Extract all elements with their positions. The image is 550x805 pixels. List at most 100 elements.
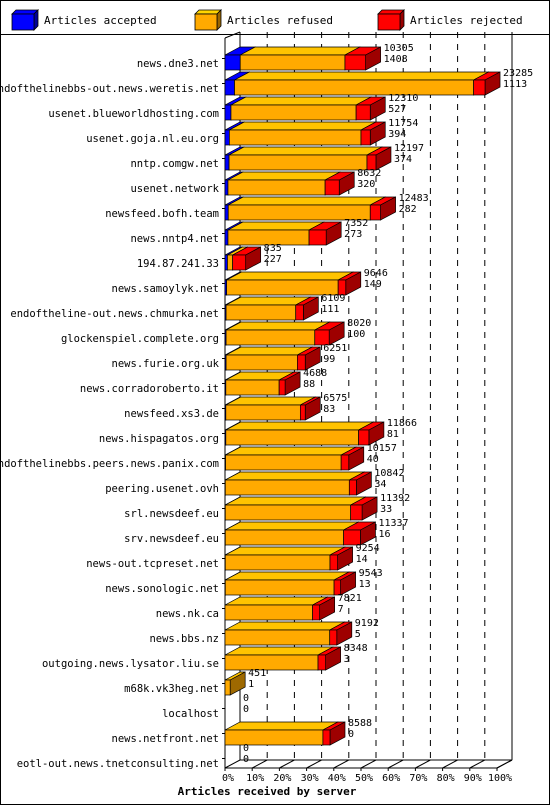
floor-diagonal — [415, 759, 431, 769]
bar-segment-top — [229, 121, 377, 131]
bar-row — [224, 471, 372, 496]
value-label-total: 7821 — [338, 593, 362, 604]
value-label-secondary: 13 — [359, 579, 371, 590]
x-tick-label: 70% — [409, 773, 427, 784]
bar-row — [224, 271, 362, 296]
value-label-total: 0 — [243, 743, 249, 754]
bar-segment — [308, 229, 327, 246]
value-label-total: 12310 — [388, 93, 418, 104]
bar-segment-top — [224, 621, 345, 631]
bar-segment — [224, 479, 350, 496]
bar-segment-top — [230, 96, 372, 106]
value-label-total: 451 — [248, 668, 266, 679]
floor-diagonal — [224, 759, 241, 769]
bar-segment — [295, 304, 304, 321]
bar-row — [224, 421, 385, 446]
category-label: news.sonologic.net — [105, 583, 219, 595]
value-label-total: 10305 — [384, 43, 414, 54]
bar-segment-top — [225, 546, 346, 556]
bar-segment — [224, 179, 229, 196]
bar-segment — [224, 54, 241, 71]
value-label-secondary: 7 — [338, 604, 344, 615]
bar-segment — [224, 504, 352, 521]
bar-row — [224, 296, 319, 321]
bar-segment-top — [234, 71, 489, 81]
bar-segment — [224, 229, 229, 246]
legend-item: Articles accepted — [11, 9, 157, 31]
bar-segment — [224, 654, 319, 671]
bar-row — [224, 246, 262, 271]
category-label: m68k.vk3heg.net — [124, 683, 219, 695]
category-label: news.bbs.nz — [149, 633, 219, 645]
value-label-total: 0 — [243, 693, 249, 704]
legend-swatch-side — [33, 9, 39, 31]
legend-label: Articles refused — [227, 14, 333, 27]
bar-segment-top — [227, 171, 341, 181]
legend-swatch — [377, 13, 401, 31]
category-label: outgoing.news.lysator.liu.se — [42, 658, 219, 670]
bar-segment — [225, 304, 297, 321]
legend-item: Articles refused — [194, 9, 333, 31]
x-axis-label: Articles received by server — [178, 785, 357, 798]
x-tick-label: 100% — [488, 773, 512, 784]
bar-segment-top — [240, 46, 361, 56]
x-tick-label: 0% — [222, 773, 234, 784]
value-label-total: 12483 — [399, 193, 429, 204]
bar-segment — [232, 254, 247, 271]
bar-row — [224, 521, 376, 546]
value-label-secondary: 100 — [347, 329, 365, 340]
category-labels: news.dne3.net endofthelinebbs-out.news.we… — [0, 58, 220, 770]
value-label-secondary: 320 — [357, 179, 375, 190]
bar-segment — [224, 154, 230, 171]
bar-segment — [239, 54, 346, 71]
category-label: news-out.tcpreset.net — [86, 558, 219, 570]
bar-segment — [229, 129, 362, 146]
bar-segment — [228, 154, 368, 171]
value-label-secondary: 83 — [323, 404, 335, 415]
category-label: nntp.comgw.net — [130, 158, 219, 170]
value-label-secondary: 282 — [399, 204, 417, 215]
floor-diagonal — [360, 759, 377, 769]
bar-segment — [324, 179, 340, 196]
bar-row — [224, 196, 396, 221]
category-label: news.nntp4.net — [130, 233, 219, 245]
legend-swatch — [11, 13, 35, 31]
category-label: usenet.blueworldhosting.com — [48, 108, 219, 120]
bar-row — [224, 546, 353, 571]
floor-diagonal — [387, 759, 404, 769]
value-label-secondary: 273 — [344, 229, 362, 240]
bar-row — [224, 171, 355, 196]
value-label-secondary: 374 — [394, 154, 412, 165]
bar-segment — [322, 729, 331, 746]
bar-segment-top — [224, 646, 334, 656]
value-label-total: 6575 — [323, 393, 347, 404]
bar-row — [224, 71, 501, 96]
bar-segment-top — [225, 521, 359, 531]
bar-row — [224, 721, 346, 746]
category-label: newsfeed.bofh.team — [105, 208, 219, 220]
value-label-total: 6251 — [323, 343, 347, 354]
value-label-total: 23285 — [503, 68, 533, 79]
value-labels: 1030514082328511131231052711754394121973… — [243, 43, 533, 765]
bar-row — [224, 496, 378, 521]
bar-segment-top — [225, 321, 330, 331]
bar-row — [224, 446, 365, 471]
category-label: news.furie.org.uk — [112, 358, 220, 370]
bar-row — [224, 571, 356, 596]
x-tick-labels: 0% 10% 20% 30% 40% 50% 60% 70% 80% 90% 100% — [222, 773, 512, 784]
bar-segment — [297, 354, 306, 371]
value-label-total: 11754 — [388, 118, 418, 129]
bar-segment — [348, 479, 357, 496]
value-label-total: 10842 — [374, 468, 404, 479]
bar-row — [224, 396, 321, 421]
value-label-total: 8588 — [348, 718, 372, 729]
value-label-total: 8348 — [344, 643, 368, 654]
bar-segment — [230, 104, 357, 121]
value-label-secondary: 394 — [388, 129, 406, 140]
bar-segment — [337, 279, 347, 296]
x-tick-label: 30% — [301, 773, 319, 784]
bar-segment — [312, 604, 321, 621]
value-label-secondary: 16 — [378, 529, 390, 540]
legend-label: Articles accepted — [44, 14, 157, 27]
category-label: srv.newsdeef.eu — [124, 533, 219, 545]
